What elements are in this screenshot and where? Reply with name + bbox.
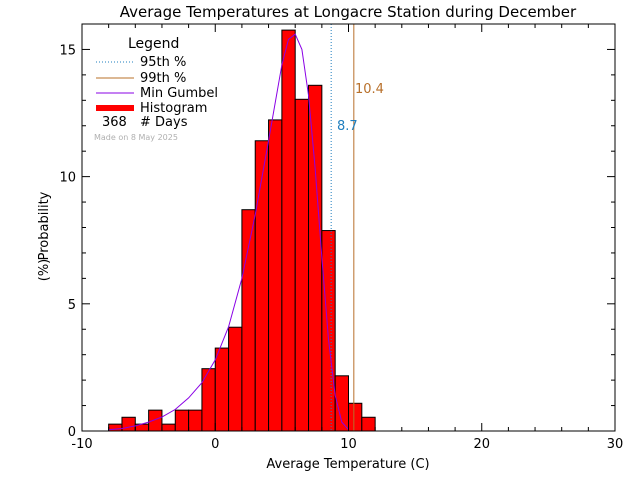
x-tick-label: 20	[473, 437, 490, 452]
histogram-bar	[294, 98, 310, 432]
histogram-bar	[174, 409, 190, 432]
histogram-bar	[281, 29, 296, 432]
histogram-bar	[361, 416, 376, 432]
histogram-bar	[348, 402, 363, 432]
legend-days-count: 368	[102, 115, 127, 130]
x-tick-label: 0	[211, 437, 219, 452]
y-axis-unit: (%)	[37, 259, 52, 282]
legend-label-histogram: Histogram	[140, 101, 207, 116]
x-tick-label: 30	[607, 437, 624, 452]
gumbel-curve	[108, 33, 349, 431]
y-tick-label: 15	[59, 43, 76, 58]
y-axis-label: Probability	[37, 191, 52, 260]
legend-label-gumbel: Min Gumbel	[140, 86, 218, 101]
watermark: Made on 8 May 2025	[94, 133, 178, 142]
histogram-bar	[321, 230, 336, 432]
legend-label-95: 95th %	[140, 55, 186, 70]
histogram-bar	[161, 423, 176, 432]
legend-days-label: # Days	[140, 115, 188, 130]
y-tick-label: 10	[59, 171, 76, 186]
histogram-bar	[201, 368, 216, 432]
chart-title: Average Temperatures at Longacre Station…	[120, 3, 577, 21]
y-tick-label: 5	[68, 298, 76, 313]
x-tick-label: -10	[71, 437, 92, 452]
histogram-bar	[121, 416, 136, 432]
legend-label-99: 99th %	[140, 71, 186, 86]
histogram-bar	[188, 409, 203, 432]
percentile-99-label: 10.4	[355, 82, 384, 97]
x-tick-label: 10	[340, 437, 357, 452]
histogram-bar	[254, 140, 270, 432]
histogram-bar	[308, 84, 323, 432]
histogram-bar	[228, 326, 243, 432]
histogram-bar	[148, 409, 163, 432]
legend-title: Legend	[128, 36, 179, 52]
percentile-95-label: 8.7	[337, 119, 358, 134]
histogram-bar	[214, 347, 230, 432]
y-tick-label: 0	[68, 425, 76, 440]
histogram-bar	[268, 119, 283, 432]
histogram-bar	[241, 209, 256, 432]
x-axis-label: Average Temperature (C)	[266, 457, 429, 472]
legend: Legend 95th % 99th % Min Gumbel Histogra…	[94, 36, 218, 142]
